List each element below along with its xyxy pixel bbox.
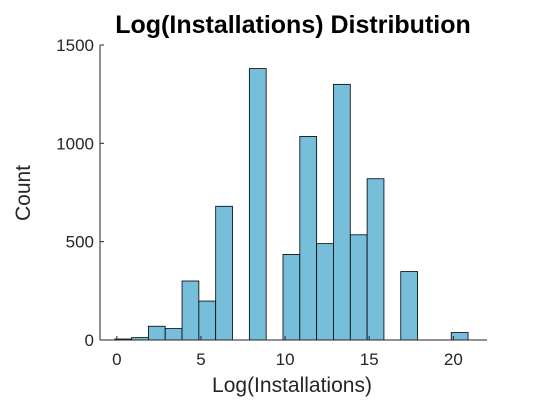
histogram-bar-15 [366, 178, 385, 341]
x-tick-label: 20 [444, 350, 463, 369]
ticks-group: 0 5 10 15 20 0 500 1000 1500 [56, 36, 463, 369]
histogram-bar-13 [333, 83, 351, 341]
histogram-bar-11 [299, 136, 318, 341]
x-tick-label: 15 [360, 350, 379, 369]
histogram-bar-14 [349, 234, 368, 341]
chart-title: Log(Installations) Distribution [115, 11, 471, 39]
histogram-bar-10 [282, 254, 301, 341]
histogram-bar-17 [400, 271, 418, 341]
y-tick-label: 0 [85, 331, 94, 350]
axes-group [99, 45, 487, 341]
y-tick-label: 1500 [56, 36, 94, 55]
histogram-bar-6 [215, 205, 233, 341]
histogram-bar-8 [248, 68, 267, 341]
x-tick-label: 5 [196, 350, 205, 369]
x-axis-label: Log(Installations) [212, 374, 372, 397]
histogram-bar-3 [164, 328, 183, 341]
histogram-bar-5 [198, 300, 217, 341]
y-tick-label: 1000 [56, 134, 94, 153]
histogram-bar-2 [147, 325, 166, 341]
histogram-bar-4 [181, 280, 200, 341]
x-tick-label: 0 [112, 350, 121, 369]
histogram-bar-12 [316, 243, 334, 341]
x-tick-label: 10 [276, 350, 295, 369]
y-tick-label: 500 [66, 233, 94, 252]
bars-group [114, 68, 469, 341]
y-axis-label: Count [12, 165, 35, 221]
